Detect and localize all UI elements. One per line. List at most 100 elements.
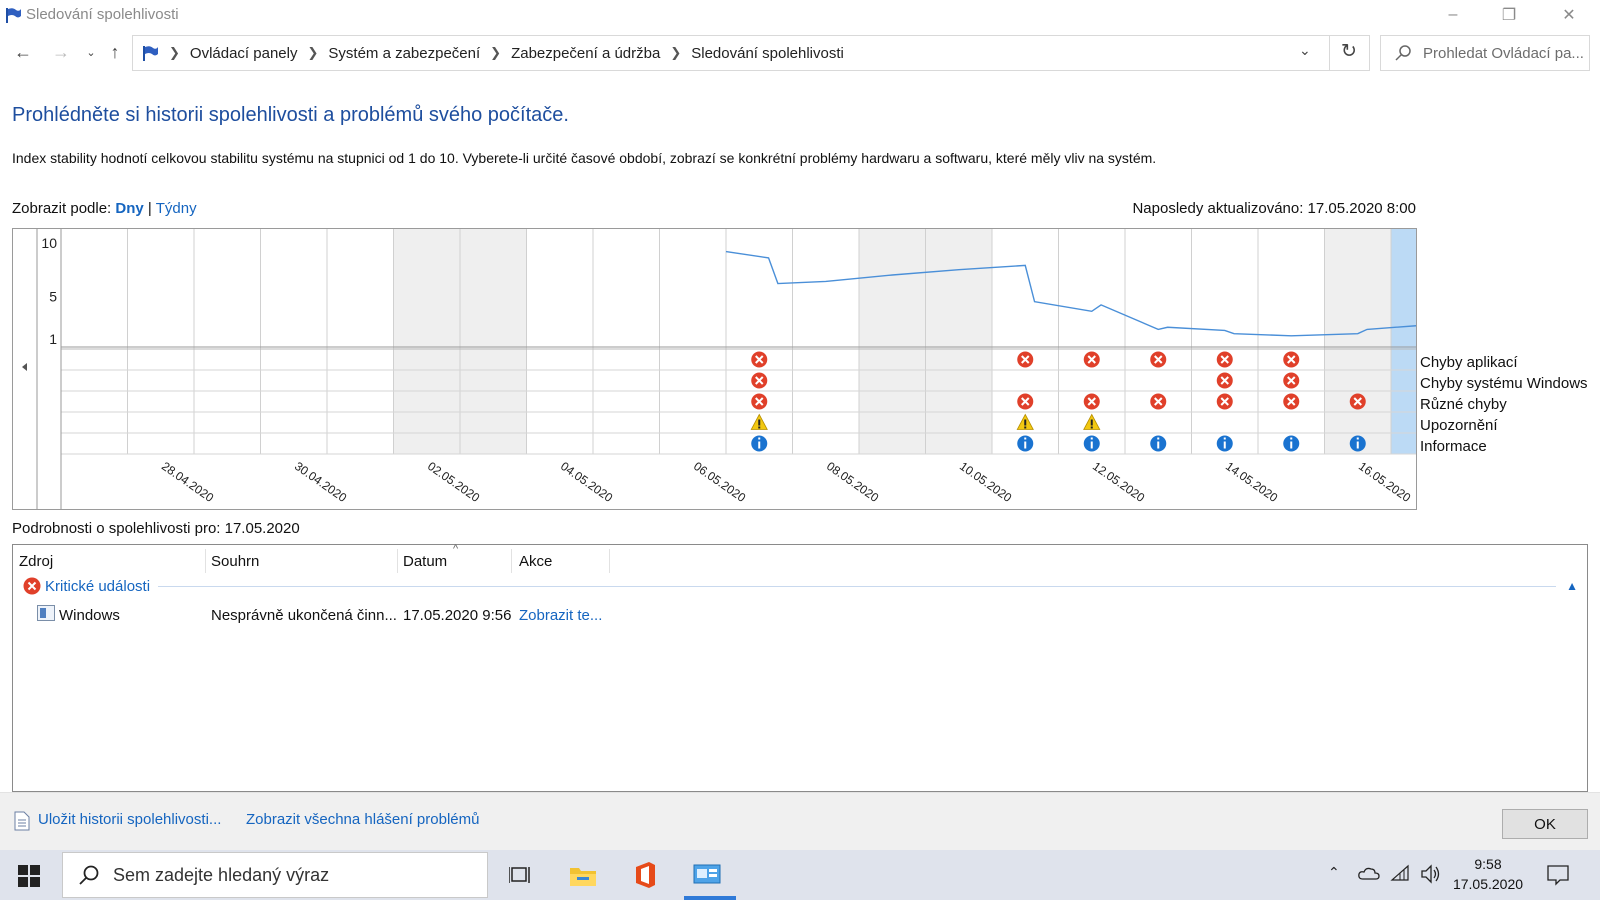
flag-icon xyxy=(6,8,21,23)
day-column[interactable] xyxy=(194,229,261,454)
info-dot xyxy=(1157,437,1160,440)
error-mark xyxy=(1021,397,1030,406)
scroll-left-arrow-icon[interactable] xyxy=(22,363,27,371)
day-column[interactable] xyxy=(1191,229,1259,454)
task-view-icon[interactable] xyxy=(504,858,538,892)
row-action-link[interactable]: Zobrazit te... xyxy=(519,607,603,624)
day-column[interactable] xyxy=(526,229,594,454)
notifications-icon[interactable] xyxy=(1546,863,1570,887)
breadcrumb-system-security[interactable]: Systém a zabezpečení xyxy=(328,44,481,62)
taskbar-clock[interactable]: 9:58 17.05.2020 xyxy=(1448,854,1528,894)
day-column[interactable] xyxy=(792,229,860,454)
error-mark xyxy=(1220,355,1229,364)
recent-chevron-icon[interactable]: ⌄ xyxy=(86,46,96,59)
day-column[interactable] xyxy=(593,229,660,454)
breadcrumb-security-maintenance[interactable]: Zabezpečení a údržba xyxy=(511,44,661,62)
refresh-icon[interactable]: ↻ xyxy=(1341,41,1357,62)
info-dot xyxy=(1024,437,1027,440)
day-column[interactable] xyxy=(127,229,195,454)
reliability-chart[interactable]: 10 5 1 28.04.2020 30.04.2020 02.05.2020 04.05.… xyxy=(12,228,1471,510)
column-separator xyxy=(397,549,398,573)
legend-app-errors: Chyby aplikací xyxy=(1420,354,1518,371)
x-tick-label: 06.05.2020 xyxy=(691,459,748,505)
column-header-date[interactable]: Datum xyxy=(403,553,448,570)
windows-start-icon[interactable] xyxy=(18,865,40,887)
x-tick-label: 02.05.2020 xyxy=(425,459,482,505)
office-icon[interactable] xyxy=(628,858,662,892)
legend-misc-errors: Různé chyby xyxy=(1420,396,1507,413)
error-mark xyxy=(1154,355,1163,364)
day-column[interactable] xyxy=(1125,229,1192,454)
warning-dot xyxy=(758,426,761,429)
breadcrumb-reliability-monitor[interactable]: Sledování spolehlivosti xyxy=(691,44,844,62)
warning-dot xyxy=(1024,426,1027,429)
address-bar[interactable]: ❯ Ovládací panely ❯ Systém a zabezpečení… xyxy=(132,35,1370,71)
day-column[interactable] xyxy=(925,229,993,454)
volume-icon[interactable] xyxy=(1420,864,1442,884)
error-mark xyxy=(1021,355,1030,364)
network-icon[interactable] xyxy=(1390,864,1410,882)
close-button[interactable]: ✕ xyxy=(1562,7,1576,24)
search-box[interactable]: Prohledat Ovládací pa... xyxy=(1380,35,1590,71)
day-column[interactable] xyxy=(859,229,926,454)
minimize-button[interactable]: – xyxy=(1448,6,1458,23)
x-tick-label: 16.05.2020 xyxy=(1356,459,1413,505)
day-column[interactable] xyxy=(1324,229,1392,454)
x-tick-label: 12.05.2020 xyxy=(1090,459,1147,505)
warning-dot xyxy=(1090,426,1093,429)
file-explorer-icon[interactable] xyxy=(566,858,600,892)
info-mark xyxy=(1290,441,1293,449)
day-column[interactable] xyxy=(1391,229,1458,454)
day-column[interactable] xyxy=(61,229,128,454)
critical-events-group[interactable]: Kritické události ▲ xyxy=(23,573,1578,599)
up-arrow-icon[interactable]: ↑ xyxy=(110,41,120,62)
view-days-link[interactable]: Dny xyxy=(115,200,144,217)
details-table[interactable]: Zdroj Souhrn Datum ^ Akce Kritické událo… xyxy=(12,543,1588,792)
back-arrow-icon[interactable]: ← xyxy=(14,41,32,62)
column-header-summary[interactable]: Souhrn xyxy=(211,553,260,570)
error-mark xyxy=(755,355,764,364)
search-placeholder: Prohledat Ovládací pa... xyxy=(1423,44,1584,62)
x-tick-label: 08.05.2020 xyxy=(824,459,881,505)
error-mark xyxy=(1287,355,1296,364)
address-dropdown-icon[interactable]: ⌄ xyxy=(1299,42,1311,58)
warning-mark xyxy=(1090,419,1093,426)
save-history-link[interactable]: Uložit historii spolehlivosti... xyxy=(38,811,222,828)
legend-windows-errors: Chyby systému Windows xyxy=(1420,375,1588,392)
info-dot xyxy=(1090,437,1093,440)
y-tick-label: 10 xyxy=(41,235,57,251)
row-source: Windows xyxy=(59,607,120,624)
page-description: Index stability hodnotí celkovou stabili… xyxy=(12,150,1157,166)
legend-warnings: Upozornění xyxy=(1420,417,1498,434)
view-all-reports-link[interactable]: Zobrazit všechna hlášení problémů xyxy=(246,811,480,828)
error-mark xyxy=(1353,397,1362,406)
error-mark xyxy=(755,376,764,385)
error-mark xyxy=(1287,376,1296,385)
details-title: Podrobnosti o spolehlivosti pro: 17.05.2… xyxy=(12,520,300,537)
day-column[interactable] xyxy=(393,229,461,454)
day-column[interactable] xyxy=(260,229,328,454)
reliability-chart-svg[interactable]: 10 5 1 28.04.2020 30.04.2020 02.05.2020 04.05.… xyxy=(13,229,1471,509)
breadcrumb-control-panel[interactable]: Ovládací panely xyxy=(189,44,298,62)
column-header-source[interactable]: Zdroj xyxy=(19,553,54,570)
control-panel-taskbar-icon[interactable] xyxy=(690,858,724,892)
day-column[interactable] xyxy=(1258,229,1325,454)
clock-date: 17.05.2020 xyxy=(1452,876,1524,892)
day-column[interactable] xyxy=(659,229,727,454)
stability-index-line xyxy=(725,250,1425,337)
taskbar-search[interactable]: Sem zadejte hledaný výraz xyxy=(62,852,488,898)
column-header-action[interactable]: Akce xyxy=(519,553,553,570)
restore-button[interactable]: ❐ xyxy=(1501,7,1517,24)
warning-mark xyxy=(758,419,761,426)
error-mark xyxy=(1087,355,1096,364)
day-column[interactable] xyxy=(460,229,527,454)
info-mark xyxy=(1356,441,1359,449)
day-column[interactable] xyxy=(327,229,394,454)
onedrive-icon[interactable] xyxy=(1358,866,1380,880)
collapse-chevron-icon[interactable]: ▲ xyxy=(1566,579,1578,593)
ok-button[interactable]: OK xyxy=(1502,809,1588,839)
view-weeks-link[interactable]: Týdny xyxy=(155,200,197,217)
view-by-selector: Zobrazit podle: Dny | Týdny xyxy=(12,200,197,217)
show-hidden-icons-chevron-icon[interactable]: ⌃ xyxy=(1328,864,1340,880)
forward-arrow-icon[interactable]: → xyxy=(52,41,70,62)
